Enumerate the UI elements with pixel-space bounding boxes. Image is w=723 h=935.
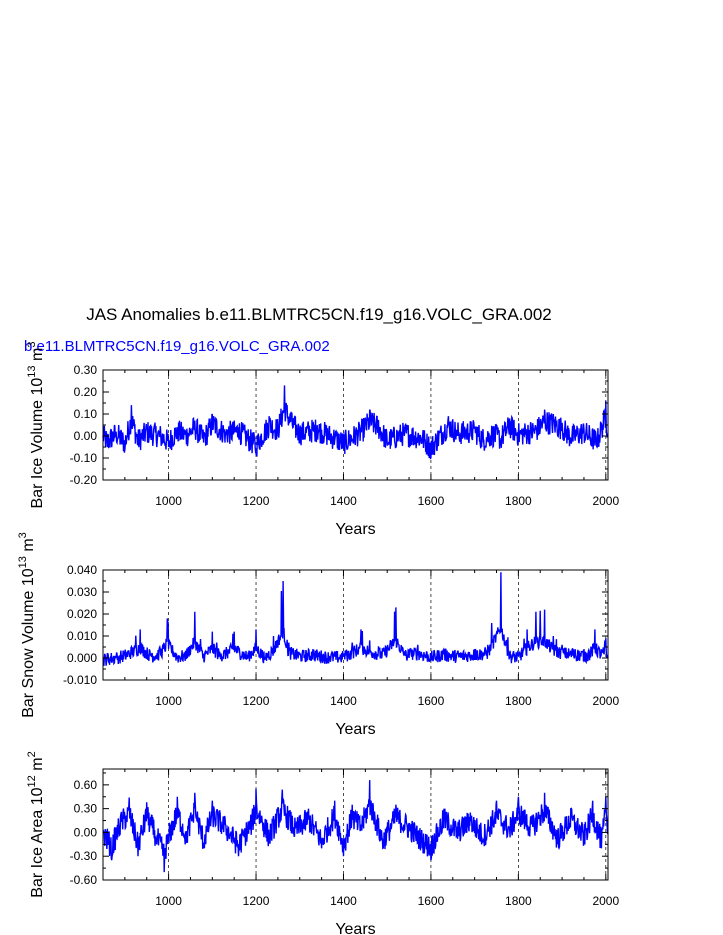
y-tick-label: -0.10 bbox=[70, 451, 98, 465]
series-line bbox=[102, 572, 609, 666]
y-axis-title-part: Bar Ice Volume 10 bbox=[29, 378, 46, 509]
y-axis-title: Bar Ice Area 1012 m2 bbox=[26, 751, 46, 897]
y-tick-label: 0.20 bbox=[74, 385, 98, 399]
y-tick-label: -0.20 bbox=[70, 473, 98, 487]
x-tick-label: 2000 bbox=[592, 694, 619, 708]
y-axis-title-superscript: 13 bbox=[17, 556, 29, 568]
y-tick-label: -0.010 bbox=[63, 673, 97, 687]
series-line bbox=[102, 385, 609, 460]
plot-frame bbox=[102, 768, 609, 881]
y-axis-title-superscript: 13 bbox=[26, 365, 38, 377]
x-tick-label: 1400 bbox=[330, 494, 357, 508]
x-tick-label: 1800 bbox=[505, 694, 532, 708]
y-tick-label: 0.000 bbox=[67, 651, 97, 665]
x-tick-label: 1600 bbox=[418, 894, 445, 908]
y-tick-label: 0.040 bbox=[67, 563, 97, 577]
y-axis-title-superscript: 2 bbox=[26, 751, 38, 757]
x-tick-label: 1200 bbox=[243, 494, 270, 508]
x-tick-label: 1600 bbox=[418, 494, 445, 508]
x-tick-label: 1200 bbox=[243, 694, 270, 708]
y-axis-title-part: Bar Ice Area 10 bbox=[29, 787, 46, 897]
x-tick-label: 1400 bbox=[330, 694, 357, 708]
y-tick-label: -0.60 bbox=[70, 873, 98, 887]
x-tick-label: 1000 bbox=[155, 494, 182, 508]
x-tick-label: 1000 bbox=[155, 894, 182, 908]
x-axis-title: Years bbox=[335, 921, 375, 935]
y-axis-title-superscript: 12 bbox=[26, 775, 38, 787]
x-tick-label: 2000 bbox=[592, 494, 619, 508]
x-tick-label: 2000 bbox=[592, 894, 619, 908]
x-tick-label: 1200 bbox=[243, 894, 270, 908]
y-tick-label: 0.30 bbox=[74, 802, 98, 816]
y-tick-label: 0.00 bbox=[74, 429, 98, 443]
x-tick-label: 1800 bbox=[505, 494, 532, 508]
y-axis-title-part: Bar Snow Volume 10 bbox=[20, 568, 37, 718]
chart-main-title: JAS Anomalies b.e11.BLMTRC5CN.f19_g16.VO… bbox=[86, 305, 552, 324]
y-tick-label: 0.00 bbox=[74, 825, 98, 839]
y-axis-title-part: m bbox=[29, 757, 46, 775]
y-tick-label: 0.30 bbox=[74, 363, 98, 377]
x-axis-title: Years bbox=[335, 721, 375, 738]
x-tick-label: 1400 bbox=[330, 894, 357, 908]
y-axis-title-part: m bbox=[20, 538, 37, 556]
x-tick-label: 1800 bbox=[505, 894, 532, 908]
plot-frame bbox=[102, 569, 609, 681]
series-line bbox=[102, 780, 609, 873]
y-tick-label: -0.30 bbox=[70, 849, 98, 863]
y-axis-title: Bar Snow Volume 1013 m3 bbox=[17, 532, 37, 718]
x-tick-label: 1000 bbox=[155, 694, 182, 708]
y-tick-label: 0.020 bbox=[67, 607, 97, 621]
x-axis-title: Years bbox=[335, 521, 375, 538]
run-label: b.e11.BLMTRC5CN.f19_g16.VOLC_GRA.002 bbox=[24, 338, 330, 355]
y-axis-title-superscript: 3 bbox=[17, 532, 29, 538]
x-tick-label: 1600 bbox=[418, 694, 445, 708]
y-axis-title-superscript: 3 bbox=[26, 342, 38, 348]
y-tick-label: 0.10 bbox=[74, 407, 98, 421]
y-axis-title: Bar Ice Volume 1013 m3 bbox=[26, 342, 46, 509]
y-tick-label: 0.030 bbox=[67, 585, 97, 599]
y-axis-title-part: m bbox=[29, 348, 46, 366]
y-tick-label: 0.60 bbox=[74, 778, 98, 792]
y-tick-label: 0.010 bbox=[67, 629, 97, 643]
